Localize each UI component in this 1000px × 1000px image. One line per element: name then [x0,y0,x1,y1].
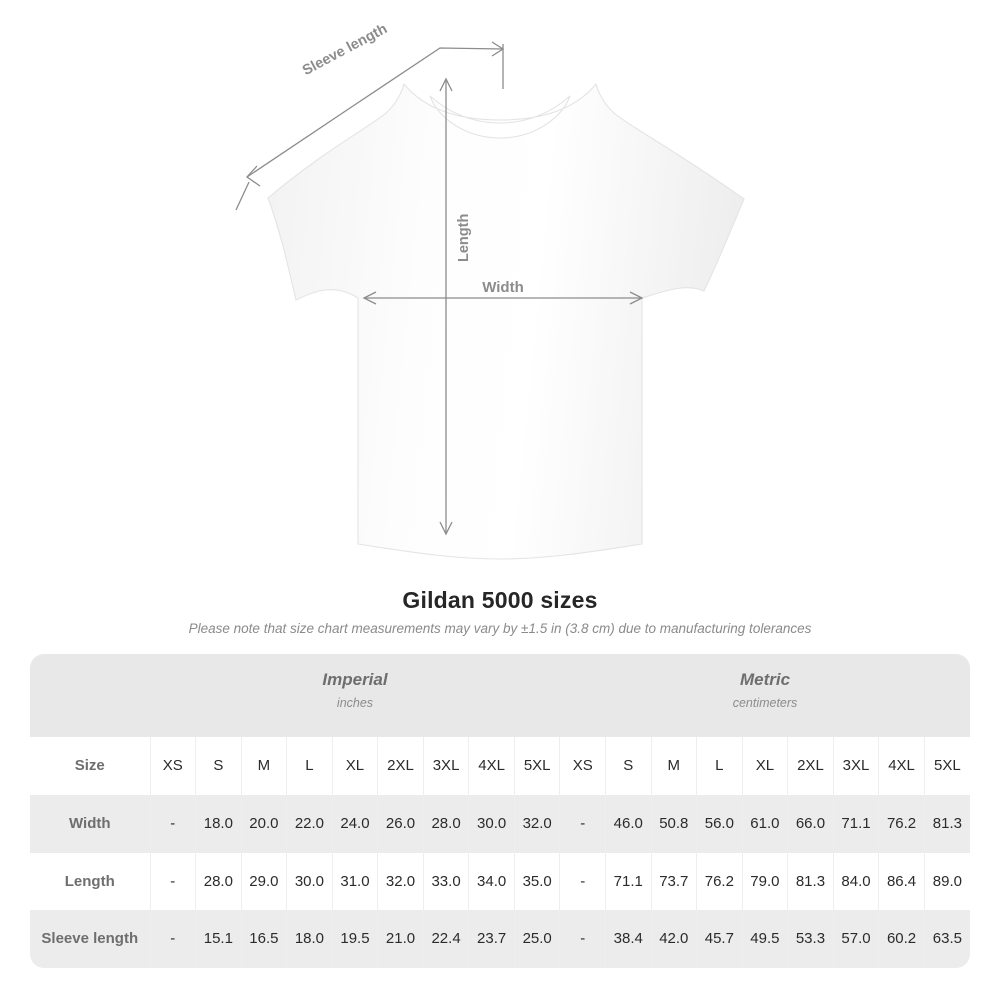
svg-text:Width: Width [482,279,524,296]
